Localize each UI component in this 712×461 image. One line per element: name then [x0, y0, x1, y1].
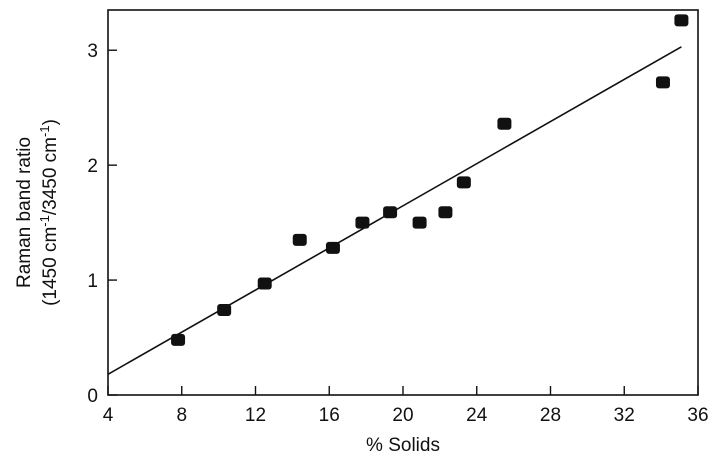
- data-point: [412, 216, 427, 229]
- y-axis-title-part-b: /3450 cm: [40, 137, 61, 215]
- x-tick-label: 8: [176, 405, 187, 426]
- data-point: [325, 241, 340, 254]
- x-tick-label: 36: [687, 405, 708, 426]
- data-point: [217, 303, 232, 316]
- data-points-layer: [171, 14, 689, 346]
- x-tick-label: 28: [540, 405, 561, 426]
- data-point: [171, 333, 186, 346]
- data-point: [438, 206, 453, 219]
- data-point: [655, 76, 670, 89]
- y-tick-label: 2: [87, 156, 98, 177]
- x-tick-label: 24: [466, 405, 488, 426]
- x-tick-label: 4: [103, 405, 114, 426]
- y-tick-label: 0: [87, 386, 98, 407]
- plot-border: [107, 9, 699, 396]
- x-tick-label: 32: [614, 405, 635, 426]
- data-point: [497, 117, 512, 130]
- y-tick-label: 3: [87, 41, 98, 62]
- y-axis-title-part-c: ): [40, 119, 61, 125]
- x-tick-label: 12: [245, 405, 266, 426]
- data-point: [355, 216, 370, 229]
- data-point: [383, 206, 398, 219]
- data-point: [456, 176, 471, 189]
- data-point: [674, 14, 689, 27]
- x-tick-label: 16: [319, 405, 340, 426]
- y-tick-label: 1: [87, 271, 98, 292]
- data-point: [257, 277, 272, 290]
- y-axis-title-part-a: (1450 cm: [40, 227, 61, 306]
- plot-frame: [107, 9, 699, 396]
- y-axis-title-line2: (1450 cm-1/3450 cm-1): [37, 119, 61, 306]
- data-point: [292, 233, 307, 246]
- x-tick-label: 20: [392, 405, 413, 426]
- x-axis-title: % Solids: [366, 435, 440, 456]
- y-axis-title-sup-2: -1: [37, 125, 52, 137]
- y-axis-title-sup-1: -1: [37, 215, 52, 227]
- y-axis-title-line1: Raman band ratio: [14, 137, 35, 288]
